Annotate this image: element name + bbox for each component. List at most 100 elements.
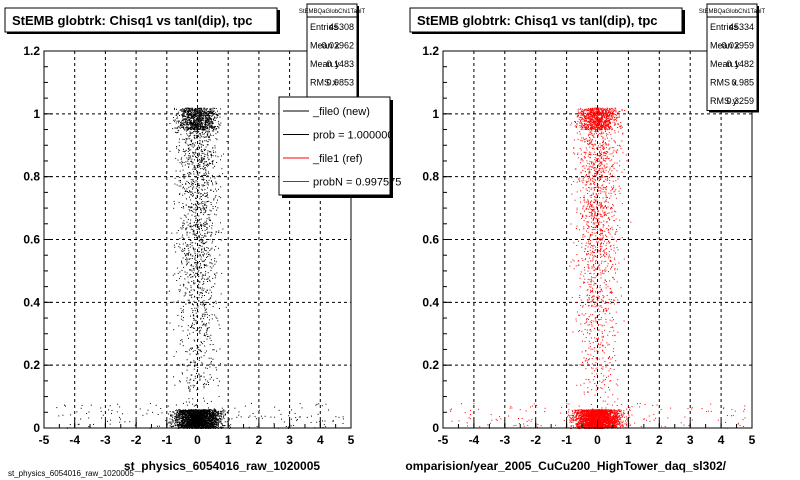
scatter-point — [207, 157, 209, 159]
scatter-point — [217, 320, 219, 322]
scatter-point — [183, 177, 185, 179]
scatter-point — [208, 407, 209, 409]
scatter-point — [200, 245, 201, 247]
scatter-point — [196, 237, 198, 239]
scatter-point — [214, 412, 216, 414]
scatter-point — [182, 250, 184, 252]
scatter-point — [184, 421, 186, 423]
scatter-point — [203, 152, 205, 154]
scatter-point — [198, 124, 200, 126]
scatter-point — [176, 147, 178, 149]
scatter-point — [189, 155, 191, 157]
scatter-point — [183, 220, 185, 222]
scatter-point — [190, 287, 192, 289]
scatter-point — [204, 121, 206, 123]
scatter-point — [204, 189, 206, 191]
scatter-point — [183, 115, 185, 116]
scatter-point — [185, 161, 187, 163]
scatter-point — [185, 121, 187, 123]
scatter-point — [207, 231, 209, 233]
scatter-point — [180, 318, 182, 320]
scatter-point — [199, 140, 201, 141]
scatter-point — [179, 289, 181, 291]
scatter-point — [196, 297, 198, 299]
scatter-point — [189, 113, 191, 115]
scatter-point — [190, 185, 192, 187]
scatter-point — [189, 172, 191, 174]
scatter-point — [195, 212, 197, 214]
scatter-point — [211, 426, 213, 428]
scatter-point — [205, 115, 207, 117]
scatter-point — [195, 255, 196, 256]
scatter-point — [201, 426, 203, 427]
scatter-point — [196, 371, 198, 372]
scatter-point — [194, 234, 196, 236]
scatter-point — [195, 204, 197, 206]
scatter-point — [188, 117, 190, 119]
scatter-point — [199, 161, 201, 163]
scatter-point — [195, 197, 197, 199]
scatter-point — [177, 410, 179, 412]
scatter-point — [214, 147, 216, 149]
scatter-point — [190, 132, 192, 134]
scatter-point — [184, 122, 186, 124]
scatter-point — [191, 416, 193, 418]
scatter-point — [204, 196, 206, 198]
scatter-point — [209, 111, 210, 113]
scatter-point — [204, 242, 206, 244]
scatter-point — [200, 425, 202, 427]
scatter-point — [181, 121, 183, 123]
scatter-point — [209, 111, 211, 113]
scatter-point — [196, 119, 198, 121]
scatter-point — [186, 259, 188, 261]
scatter-point — [206, 412, 208, 414]
scatter-point — [172, 421, 174, 423]
scatter-point — [315, 404, 317, 406]
scatter-point — [182, 418, 184, 420]
scatter-point — [206, 412, 208, 414]
scatter-point — [212, 208, 214, 210]
scatter-point — [192, 113, 194, 115]
scatter-point — [207, 152, 209, 154]
scatter-point — [204, 161, 206, 163]
scatter-point — [184, 118, 186, 120]
scatter-point — [190, 416, 192, 418]
scatter-point — [196, 120, 198, 122]
scatter-point — [139, 408, 141, 410]
scatter-point — [204, 107, 206, 109]
scatter-point — [207, 175, 209, 177]
scatter-point — [191, 117, 193, 119]
scatter-point — [228, 410, 230, 411]
scatter-point — [208, 114, 210, 116]
scatter-point — [119, 416, 120, 418]
scatter-point — [191, 206, 193, 208]
scatter-point — [210, 202, 212, 203]
scatter-point — [192, 187, 194, 189]
scatter-point — [197, 116, 199, 118]
scatter-point — [216, 416, 218, 418]
scatter-point — [186, 232, 188, 234]
scatter-point — [186, 113, 188, 115]
scatter-point — [179, 412, 181, 414]
scatter-point — [209, 280, 211, 282]
scatter-point — [178, 180, 180, 182]
scatter-point — [215, 413, 217, 415]
scatter-point — [215, 188, 216, 190]
scatter-point — [198, 112, 200, 113]
scatter-point — [201, 124, 203, 126]
scatter-point — [208, 231, 210, 233]
scatter-point — [207, 182, 209, 184]
scatter-point — [200, 423, 202, 425]
scatter-point — [201, 122, 202, 124]
scatter-point — [180, 422, 182, 424]
scatter-point — [189, 190, 191, 192]
scatter-point — [202, 284, 204, 285]
scatter-point — [188, 119, 190, 121]
scatter-point — [201, 110, 203, 112]
scatter-point — [182, 119, 184, 121]
scatter-point — [218, 174, 220, 176]
scatter-point — [199, 425, 201, 427]
scatter-point — [195, 226, 197, 228]
scatter-point — [206, 311, 208, 313]
scatter-point — [210, 119, 212, 121]
